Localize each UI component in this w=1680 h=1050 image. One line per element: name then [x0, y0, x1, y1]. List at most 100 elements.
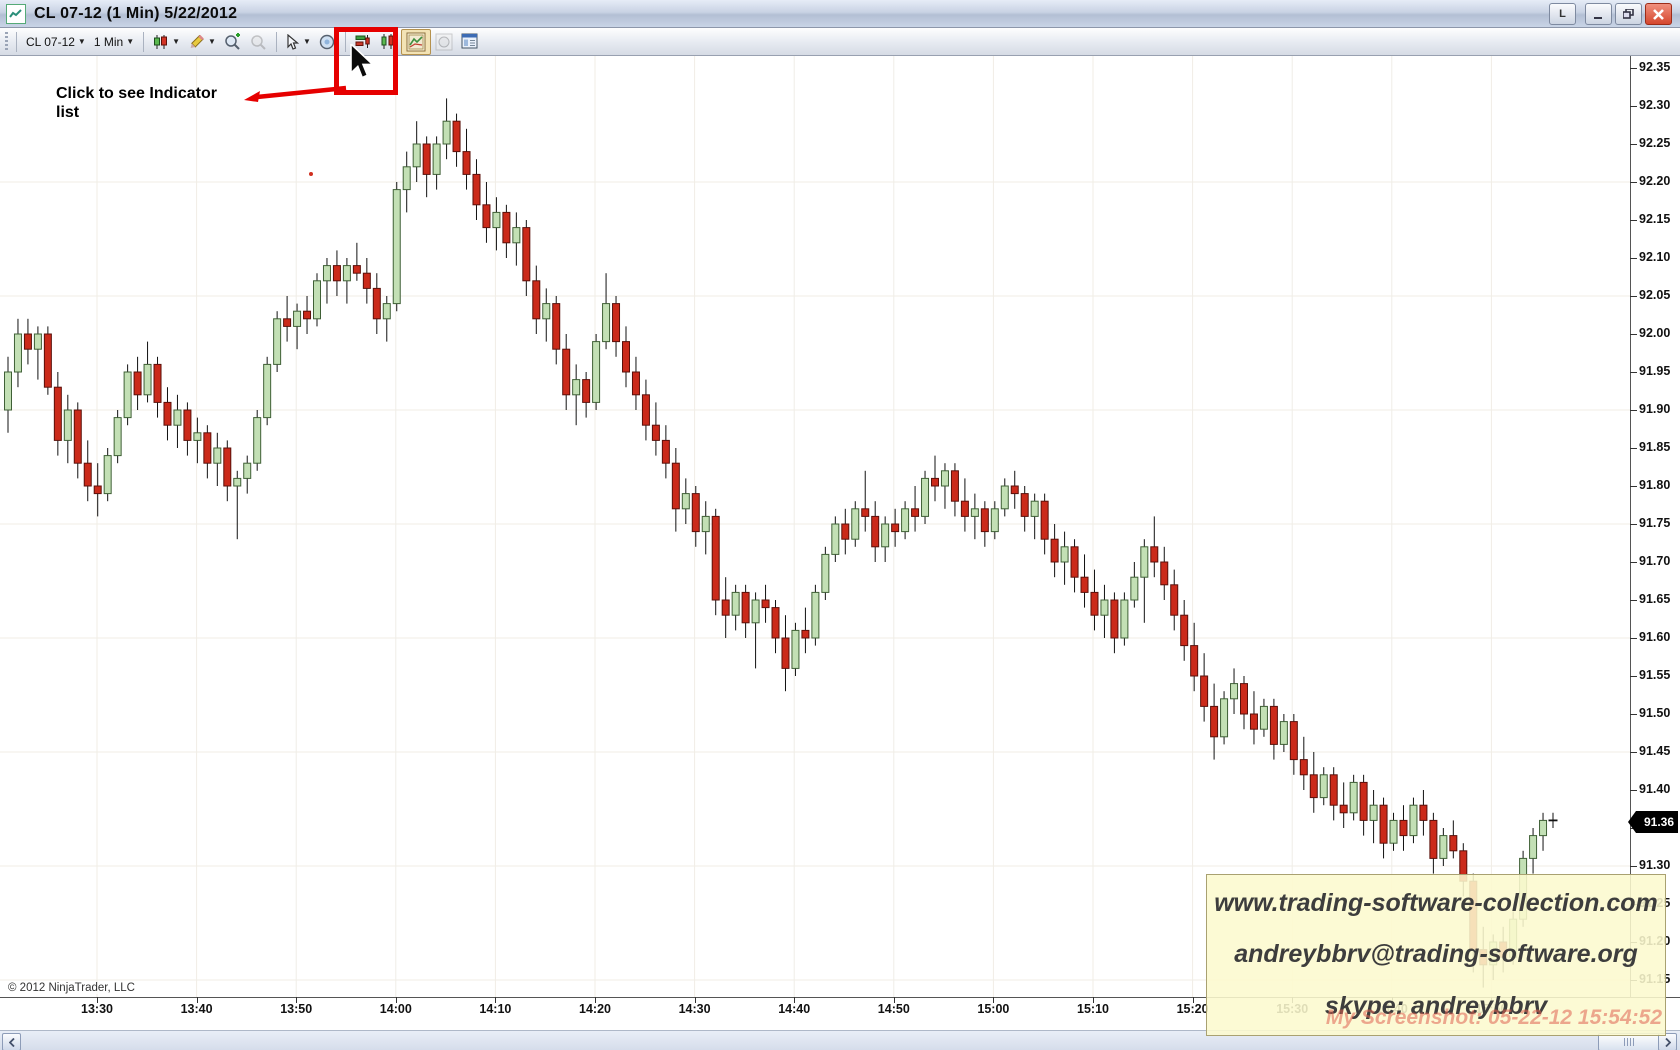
chart-style-button[interactable]: ▼: [149, 32, 184, 52]
crosshair-button[interactable]: [315, 32, 340, 52]
scroll-left-button[interactable]: [2, 1033, 21, 1050]
chart-trader-icon: [355, 35, 370, 48]
cursor-button[interactable]: ▼: [282, 32, 315, 52]
restore-button[interactable]: [1615, 3, 1642, 25]
separator: [143, 31, 145, 52]
properties-button[interactable]: [457, 31, 483, 52]
price-axis-label: 92.05: [1639, 288, 1671, 302]
instrument-label: CL 07-12: [26, 34, 75, 49]
time-tick: [794, 997, 796, 1003]
price-axis-label: 91.80: [1639, 478, 1671, 492]
price-axis-label: 91.65: [1639, 592, 1671, 606]
strategies-icon: [435, 33, 453, 50]
annotation-line1: Click to see Indicator: [56, 85, 217, 102]
highlight-rectangle: [334, 27, 398, 95]
data-box-button[interactable]: [376, 31, 401, 52]
price-axis-label: 91.30: [1639, 858, 1671, 872]
separator: [344, 31, 346, 52]
price-tick: [1630, 182, 1637, 183]
strategies-button[interactable]: [431, 31, 457, 53]
time-axis-label: 14:40: [778, 1002, 811, 1016]
crosshair-icon: [319, 34, 335, 49]
price-axis-label: 91.90: [1639, 402, 1671, 416]
time-axis-label: 15:20: [1176, 1002, 1209, 1016]
time-axis-label: 14:20: [579, 1002, 611, 1016]
cursor-icon: [287, 33, 300, 50]
time-tick: [1093, 997, 1094, 1003]
price-tick: [1630, 714, 1637, 715]
watermark-skype: skype: andreybbrv: [1324, 992, 1548, 1020]
minimize-button[interactable]: [1585, 3, 1612, 25]
separator: [16, 31, 17, 52]
price-axis-line: [1630, 56, 1631, 997]
link-button[interactable]: L: [1549, 3, 1576, 25]
chevron-down-icon: ▼: [172, 37, 181, 46]
time-axis-line: [0, 997, 1680, 998]
time-axis-label: 13:40: [180, 1002, 213, 1016]
price-tick: [1630, 524, 1637, 525]
time-axis-label: 14:50: [877, 1002, 910, 1016]
price-axis-label: 92.25: [1639, 136, 1671, 150]
price-tick: [1630, 144, 1637, 145]
copyright-notice: © 2012 NinjaTrader, LLC: [6, 982, 137, 994]
chevron-down-icon: ▼: [302, 37, 311, 46]
zoom-out-button[interactable]: [246, 32, 271, 52]
price-tick: [1630, 372, 1637, 373]
price-axis-label: 91.70: [1639, 554, 1671, 568]
draw-tool-button[interactable]: ▼: [184, 32, 220, 52]
interval-label: 1 Min: [93, 34, 124, 49]
watermark-box: www.trading-software-collection.com andr…: [1206, 874, 1666, 1036]
time-tick: [595, 997, 596, 1003]
separator: [275, 31, 277, 52]
candlestick-chart[interactable]: [0, 56, 1630, 997]
price-tick: [1630, 258, 1637, 259]
price-tick: [1630, 752, 1637, 753]
price-axis-label: 91.40: [1639, 782, 1671, 796]
time-axis-label: 15:00: [977, 1002, 1010, 1016]
time-tick: [97, 997, 98, 1003]
price-axis-label: 91.85: [1639, 440, 1671, 454]
price-tick: [1630, 220, 1637, 221]
time-tick: [993, 997, 995, 1003]
indicators-icon: [406, 32, 426, 51]
price-tick: [1630, 448, 1637, 449]
time-axis-label: 14:30: [678, 1002, 711, 1016]
price-axis-label: 92.10: [1639, 250, 1671, 264]
price-axis-label: 91.45: [1639, 744, 1671, 758]
price-tick: [1630, 68, 1637, 69]
price-tick: [1630, 410, 1637, 411]
title-bar[interactable]: CL 07-12 (1 Min) 5/22/2012 L: [0, 0, 1680, 28]
time-tick: [395, 997, 397, 1003]
price-axis-label: 92.00: [1639, 326, 1671, 340]
watermark-email: andreybbrv@trading-software.org: [1234, 940, 1638, 968]
watermark-url: www.trading-software-collection.com: [1214, 889, 1658, 917]
instrument-dropdown[interactable]: CL 07-12 ▼: [22, 33, 90, 51]
chevron-down-icon: ▼: [208, 37, 216, 46]
properties-icon: [461, 33, 478, 49]
chart-toolbar: CL 07-12 ▼ 1 Min ▼ ▼ ▼ ▼: [0, 28, 1680, 56]
chart-style-icon: [154, 34, 168, 49]
zoom-in-icon: [225, 33, 240, 50]
indicators-button[interactable]: [400, 28, 431, 55]
window-title: CL 07-12 (1 Min) 5/22/2012: [34, 4, 238, 22]
price-axis-label: 92.20: [1639, 174, 1671, 188]
scroll-right-button[interactable]: [1658, 1033, 1677, 1050]
price-tick: [1630, 600, 1637, 601]
chart-trader-button[interactable]: [351, 31, 376, 52]
price-axis-label: 91.75: [1639, 516, 1671, 530]
chevron-down-icon: ▼: [77, 37, 86, 46]
time-tick: [296, 997, 298, 1003]
time-tick: [196, 997, 198, 1003]
time-axis-label: 14:00: [379, 1002, 412, 1016]
toolbar-grip[interactable]: [3, 31, 11, 52]
screenshot-timestamp: My Screenshot: 05-22-12 15:54:52: [1325, 1006, 1662, 1029]
interval-dropdown[interactable]: 1 Min ▼: [90, 33, 138, 51]
zoom-in-button[interactable]: [220, 31, 246, 52]
price-tick: [1630, 562, 1637, 563]
time-tick: [1192, 997, 1194, 1003]
chevron-down-icon: ▼: [126, 37, 135, 46]
price-tick: [1630, 676, 1637, 677]
mouse-cursor-icon: [350, 44, 375, 79]
close-button[interactable]: [1645, 3, 1672, 25]
last-price-marker: 91.36: [1628, 811, 1678, 833]
